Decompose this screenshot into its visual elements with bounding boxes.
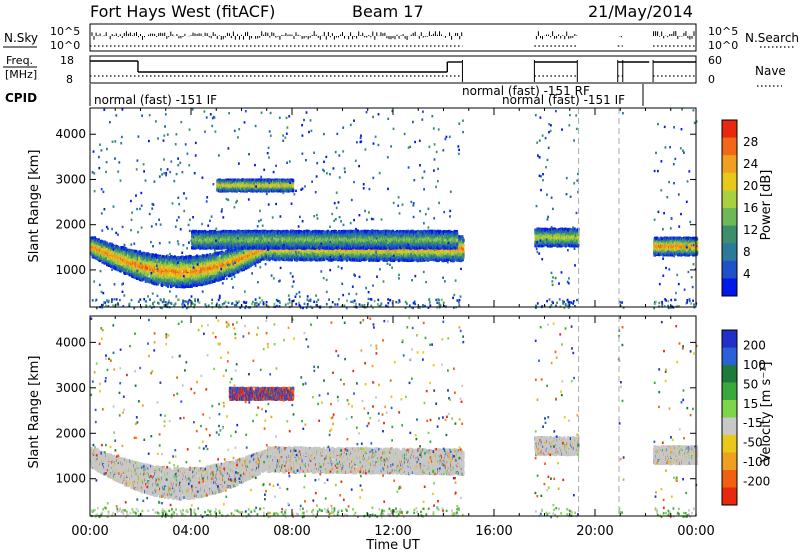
freq-unit: [MHz]	[5, 68, 37, 81]
nsearch-label: N.Search	[745, 31, 799, 45]
nsky-trace	[90, 31, 696, 40]
cpid-entry-2: normal (fast) -151 IF	[502, 93, 625, 107]
freq-strip: Freq. [MHz] 18 8 60 0 Nave	[3, 54, 786, 86]
data-cell	[268, 257, 270, 260]
nsky-strip: N.Sky 10^5 10^0 10^5 10^0 N.Search	[3, 24, 799, 52]
nave-tick-high: 60	[708, 54, 722, 67]
freq-frame	[90, 56, 696, 83]
cpid-label: CPID	[5, 91, 37, 105]
nave-tick-low: 0	[708, 73, 715, 86]
nsky-label: N.Sky	[4, 31, 38, 45]
nsky-tick-low: 10^0	[50, 39, 80, 52]
beam-title: Beam 17	[352, 2, 424, 21]
data-cell	[223, 277, 225, 280]
nsearch-tick-low: 10^0	[708, 39, 738, 52]
nsearch-tick-high: 10^5	[708, 25, 738, 38]
cpid-entry-0: normal (fast) -151 IF	[94, 93, 217, 107]
data-cell	[146, 271, 148, 274]
nsky-tick-high: 10^5	[50, 25, 80, 38]
station-title: Fort Hays West (fitACF)	[90, 2, 275, 21]
date-title: 21/May/2014	[588, 2, 693, 21]
freq-label: Freq.	[6, 54, 33, 67]
cpid-row: CPID normal (fast) -151 IF normal (fast)…	[5, 84, 643, 107]
freq-tick-high: 18	[60, 54, 74, 67]
freq-tick-low: 8	[66, 73, 73, 86]
data-cell	[279, 258, 281, 261]
nave-label: Nave	[755, 64, 786, 78]
data-cell	[311, 258, 313, 261]
data-cell	[135, 250, 137, 253]
